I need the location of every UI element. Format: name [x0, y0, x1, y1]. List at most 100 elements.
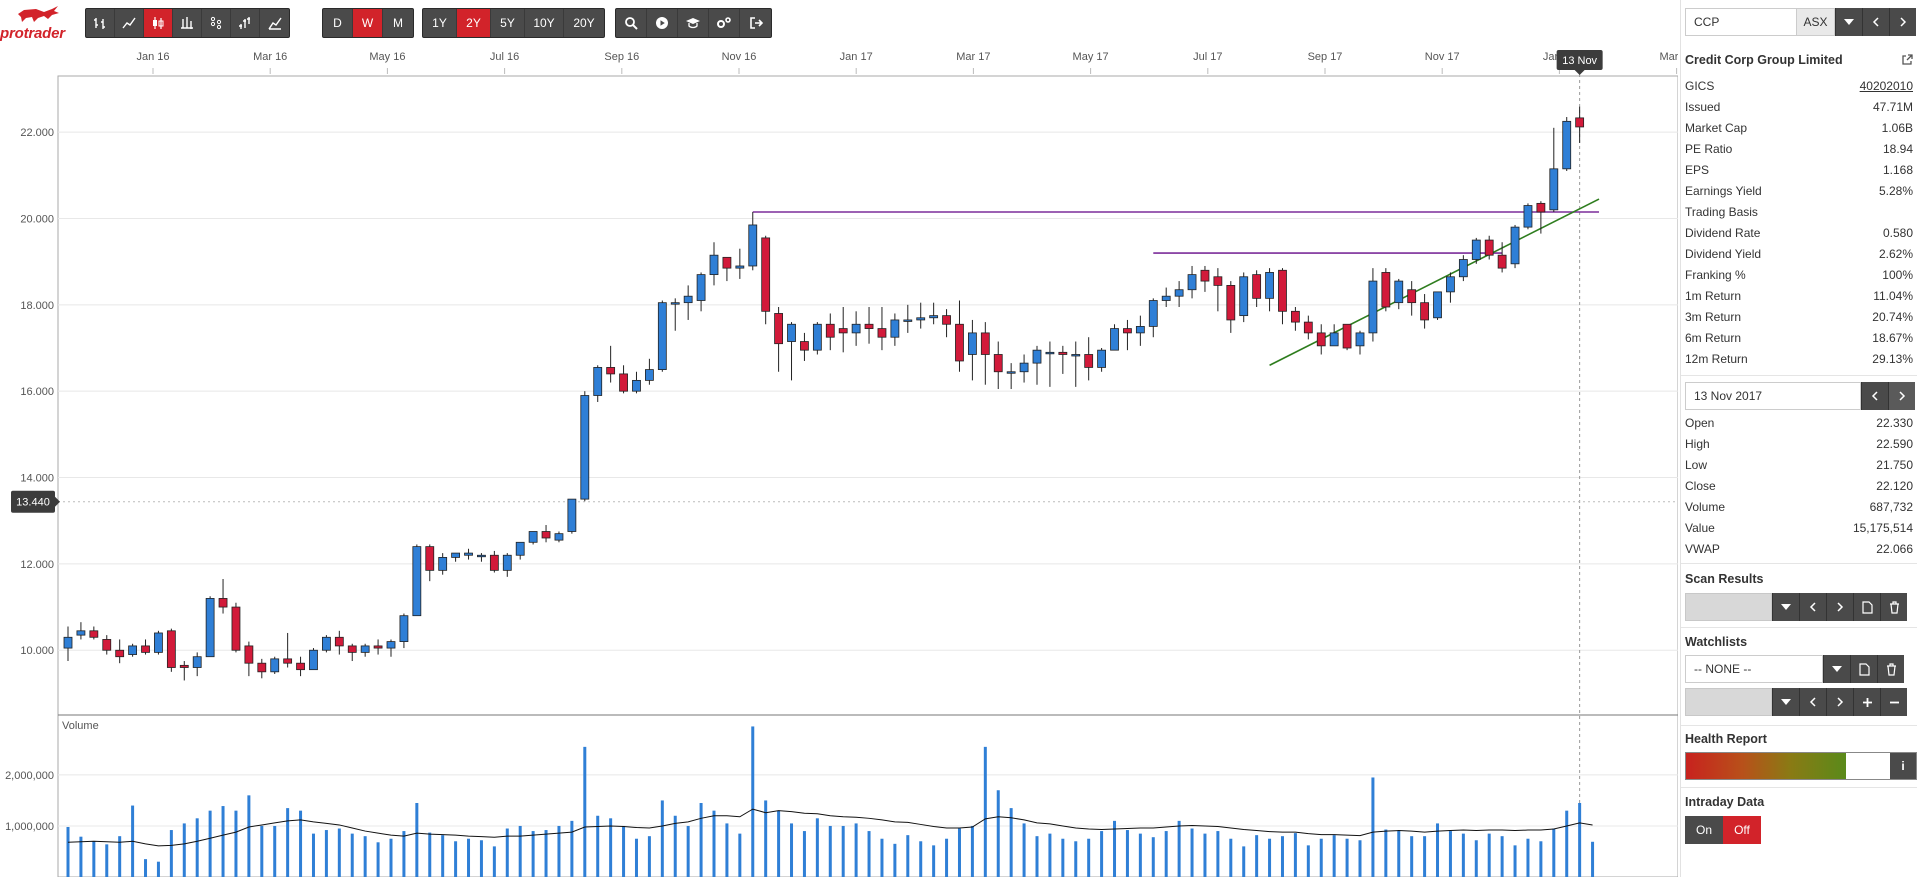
watchlist-dropdown-button[interactable]: [1823, 655, 1850, 683]
field-label: Dividend Yield: [1685, 246, 1762, 261]
chevron-right-icon: [1837, 697, 1844, 707]
volume-bar: [324, 830, 328, 877]
divider: [1681, 563, 1917, 564]
line-break-button[interactable]: [260, 9, 289, 37]
candle-body: [1420, 302, 1429, 321]
watchlist-prev-button[interactable]: [1799, 688, 1826, 716]
volume-bar: [1100, 831, 1104, 877]
range-10y-button[interactable]: 10Y: [525, 9, 564, 37]
range-5y-button[interactable]: 5Y: [491, 9, 525, 37]
field-row: Issued 47.71M: [1685, 96, 1913, 117]
search-button[interactable]: [616, 9, 647, 37]
symbol-dropdown-button[interactable]: [1835, 8, 1862, 36]
scan-results-select[interactable]: [1685, 593, 1772, 621]
field-row: 1m Return 11.04%: [1685, 285, 1913, 306]
hlc-bars-button[interactable]: [173, 9, 202, 37]
range-2y-button[interactable]: 2Y: [457, 9, 491, 37]
divider: [1681, 627, 1917, 628]
chart-type-group: [85, 8, 290, 38]
candle-body: [373, 645, 383, 649]
chevron-left-icon: [1872, 17, 1879, 27]
volume-bar: [1229, 838, 1233, 877]
date-input[interactable]: [1685, 382, 1861, 410]
volume-bar: [1526, 838, 1530, 877]
watchlist-next-button[interactable]: [1826, 688, 1853, 716]
watchlist-remove-button[interactable]: [1880, 688, 1907, 716]
candlestick-button[interactable]: [144, 9, 173, 37]
candle-body: [580, 395, 590, 500]
volume-bar: [169, 830, 173, 877]
crosshair-price-tag: [11, 490, 55, 513]
play-button[interactable]: [647, 9, 678, 37]
line-chart-button[interactable]: [115, 9, 144, 37]
ohlc-bars-button[interactable]: [86, 9, 115, 37]
education-button[interactable]: [678, 9, 709, 37]
volume-bar: [441, 835, 445, 877]
range-bars-button[interactable]: [231, 9, 260, 37]
field-value[interactable]: 40202010: [1859, 78, 1913, 93]
volume-bar: [492, 846, 496, 877]
candle-body: [942, 315, 951, 325]
volume-bar: [531, 831, 535, 877]
range-20y-button[interactable]: 20Y: [573, 16, 595, 30]
tools-group: [615, 8, 772, 38]
scan-delete-button[interactable]: [1880, 593, 1907, 621]
x-tick-label: Mar 17: [956, 51, 990, 63]
external-link-icon[interactable]: [1901, 53, 1913, 71]
company-name: Credit Corp Group Limited: [1685, 53, 1843, 67]
volume-bar: [1177, 820, 1181, 877]
candle-body: [632, 379, 641, 392]
intraday-on-button[interactable]: On: [1685, 816, 1723, 844]
range-1y-button[interactable]: 1Y: [423, 9, 457, 37]
next-date-button[interactable]: [1888, 382, 1915, 410]
price-chart[interactable]: Jan 16 Mar 16 May 16 Jul 16 Sep 16 Nov 16 Jan …: [0, 44, 1678, 877]
watchlist-item-dropdown-button[interactable]: [1772, 688, 1799, 716]
symbol-input[interactable]: [1685, 8, 1797, 36]
intraday-off-button[interactable]: Off: [1723, 816, 1761, 844]
next-symbol-button[interactable]: [1889, 8, 1916, 36]
volume-bar: [1035, 836, 1039, 877]
toolbar: protrader D: [0, 0, 1680, 44]
scan-next-button[interactable]: [1826, 593, 1853, 621]
candle-body: [890, 319, 900, 338]
volume-bar: [363, 836, 367, 877]
candlestick-icon: [153, 17, 164, 29]
watchlist-item-select[interactable]: [1685, 688, 1772, 716]
scan-new-button[interactable]: [1853, 593, 1880, 621]
watchlist-new-button[interactable]: [1850, 655, 1877, 683]
point-figure-button[interactable]: [202, 9, 231, 37]
candle-body: [502, 554, 512, 571]
interval-monthly-button[interactable]: M: [393, 16, 403, 30]
prev-date-button[interactable]: [1861, 382, 1888, 410]
candle-body: [1006, 371, 1016, 374]
watchlist-delete-button[interactable]: [1877, 655, 1904, 683]
scan-prev-button[interactable]: [1799, 593, 1826, 621]
logo-text: protrader: [0, 25, 65, 42]
volume-bar: [1397, 831, 1401, 877]
logout-button[interactable]: [740, 9, 771, 37]
field-label: Market Cap: [1685, 120, 1748, 135]
candle-body: [141, 645, 150, 653]
watchlist-add-button[interactable]: [1853, 688, 1880, 716]
health-report-bar: i: [1685, 752, 1917, 780]
volume-bar: [105, 844, 109, 877]
interval-daily-button[interactable]: D: [323, 9, 353, 37]
candle-body: [1135, 326, 1145, 334]
field-label: 6m Return: [1685, 330, 1742, 345]
info-icon[interactable]: i: [1890, 753, 1916, 779]
candle-body: [606, 367, 616, 375]
field-value: 100%: [1882, 267, 1913, 282]
line-chart-icon: [122, 17, 136, 29]
interval-weekly-button[interactable]: W: [353, 9, 383, 37]
volume-bar: [428, 832, 432, 877]
settings-button[interactable]: [709, 9, 740, 37]
volume-bar: [1474, 840, 1478, 877]
scan-dropdown-button[interactable]: [1772, 593, 1799, 621]
watchlist-select[interactable]: -- NONE --: [1685, 655, 1823, 683]
volume-bar: [841, 825, 845, 877]
volume-bar: [1022, 823, 1026, 877]
volume-bar: [234, 810, 238, 877]
prev-symbol-button[interactable]: [1862, 8, 1889, 36]
chart-area[interactable]: Jan 16 Mar 16 May 16 Jul 16 Sep 16 Nov 16 Jan …: [0, 44, 1678, 877]
y-tick-label: 22.000: [20, 127, 54, 139]
